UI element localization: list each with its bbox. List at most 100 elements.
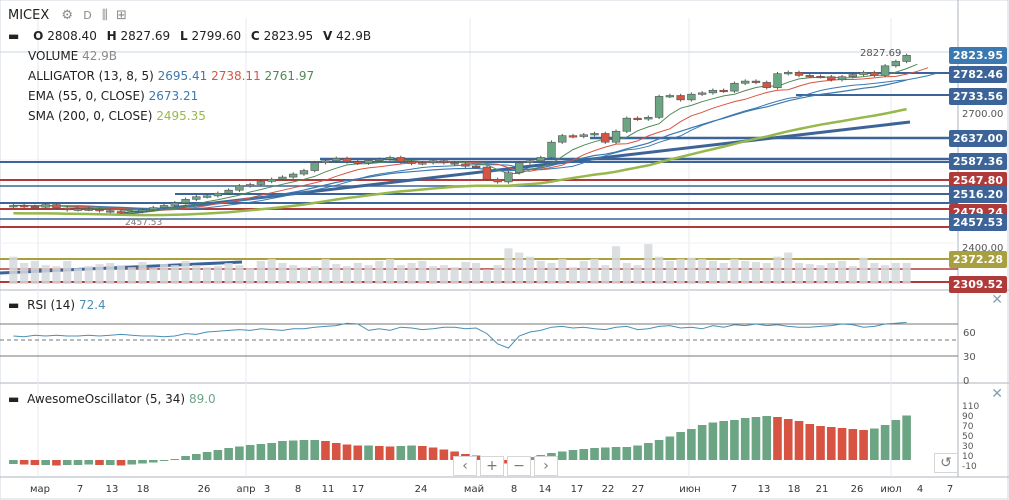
volume-bar [837, 260, 847, 284]
candle-body [644, 117, 653, 120]
reset-icon[interactable]: ↺ [934, 453, 958, 473]
x-tick-label: мар [30, 484, 50, 495]
candle-body [579, 134, 588, 137]
x-tick-label: апр [236, 484, 255, 495]
volume-bar [525, 256, 535, 284]
candle-body [19, 205, 29, 208]
ao-tick-label: 50 [962, 432, 974, 442]
volume-bar [418, 260, 427, 284]
candle-body [289, 173, 298, 178]
l-value: 2799.60 [191, 29, 242, 43]
candle-body [450, 162, 459, 165]
x-tick-label: 8 [295, 484, 301, 495]
volume-bar [170, 265, 179, 284]
price-label: 2516.20 [948, 186, 1007, 203]
candle-body [396, 157, 405, 163]
ao-bar [245, 445, 255, 460]
rsi-pane [0, 321, 958, 357]
ao-bar [870, 428, 879, 460]
candle-body [827, 76, 836, 81]
ao-value: 89.0 [188, 392, 216, 406]
volume-bar [504, 248, 513, 284]
volume-bar [827, 263, 836, 284]
volume-bar [203, 267, 212, 284]
x-tick-label: 3 [264, 484, 270, 495]
compare-icon[interactable]: ⫼ [101, 8, 108, 23]
close-rsi-icon[interactable]: ✕ [991, 292, 1003, 308]
ao-bar [202, 452, 212, 460]
close-ao-icon[interactable]: ✕ [991, 386, 1003, 402]
low-annotation: 2457.53 [125, 218, 162, 228]
candle-body [181, 199, 190, 204]
ao-bar [52, 460, 61, 466]
dash-icon: ▬ [8, 29, 20, 43]
symbol-label[interactable]: MICEX [8, 8, 50, 23]
volume-bar [784, 252, 793, 284]
sma-legend[interactable]: SMA (200, 0, CLOSE) 2495.35 [28, 108, 206, 125]
ao-bar [84, 460, 94, 465]
ao-bar [837, 428, 847, 460]
candle-body [633, 117, 642, 120]
volume-bar [213, 266, 222, 284]
volume-bar [859, 257, 868, 284]
ema-value: 2673.21 [148, 89, 199, 103]
scroll-right-button[interactable]: › [534, 456, 558, 476]
candle-body [73, 208, 83, 211]
x-tick-label: 22 [602, 484, 615, 495]
candle-body [353, 161, 362, 164]
volume-bar [299, 267, 309, 284]
rsi-tick-label: 30 [963, 352, 976, 363]
interval-label[interactable]: D [83, 9, 92, 22]
ao-bar [859, 430, 868, 460]
ao-bar [557, 451, 567, 460]
ao-tick-label: -10 [962, 462, 977, 472]
zoom-in-button[interactable]: + [480, 456, 504, 476]
volume-bar [353, 263, 362, 284]
candle-body [676, 95, 685, 101]
ema-legend[interactable]: EMA (55, 0, CLOSE) 2673.21 [28, 88, 198, 105]
candle-body [880, 65, 890, 76]
scroll-left-button[interactable]: ‹ [453, 456, 477, 476]
ao-bar [665, 436, 675, 460]
candle-body [321, 160, 330, 163]
rsi-tick-label: 60 [963, 328, 976, 339]
candle-body [611, 130, 621, 143]
volume-bar [127, 267, 136, 284]
x-tick-label: 7 [77, 484, 83, 495]
volume-bar [138, 261, 147, 284]
ao-bar [116, 460, 126, 466]
x-tick-label: июл [880, 484, 901, 495]
zoom-out-button[interactable]: − [507, 456, 531, 476]
alligator-legend[interactable]: ALLIGATOR (13, 8, 5) 2695.41 2738.11 276… [28, 68, 314, 85]
candle-body [375, 158, 384, 161]
volume-legend[interactable]: VOLUME 42.9B [28, 48, 117, 65]
candle-body [364, 160, 373, 164]
add-icon[interactable]: ⊞ [115, 8, 127, 23]
ao-bar [773, 417, 782, 460]
candle-body [418, 162, 427, 165]
volume-bar [611, 246, 621, 284]
ao-legend[interactable]: ▬ AwesomeOscillator (5, 34) 89.0 [8, 391, 216, 408]
volume-bar [192, 265, 201, 284]
candle-body [52, 204, 61, 209]
candle-body [310, 162, 319, 171]
ao-bar [62, 460, 72, 465]
x-tick-label: 11 [322, 484, 335, 495]
volume-bar [482, 269, 491, 284]
volume-bar [870, 263, 879, 284]
ao-bar [331, 443, 341, 460]
gear-icon[interactable]: ⚙ [61, 8, 74, 23]
ao-bar [19, 460, 29, 465]
ao-bar [310, 440, 320, 460]
x-tick-label: 4 [917, 484, 923, 495]
ao-bar [644, 443, 653, 460]
price-label: 2372.28 [948, 251, 1007, 268]
alligator-jaw-value: 2695.41 [157, 69, 208, 83]
volume-bar [655, 256, 664, 284]
ao-bar [600, 447, 610, 460]
ao-bar [148, 460, 158, 463]
rsi-legend[interactable]: ▬ RSI (14) 72.4 [8, 297, 106, 314]
candle-body [471, 165, 481, 168]
ao-bar [676, 432, 685, 460]
